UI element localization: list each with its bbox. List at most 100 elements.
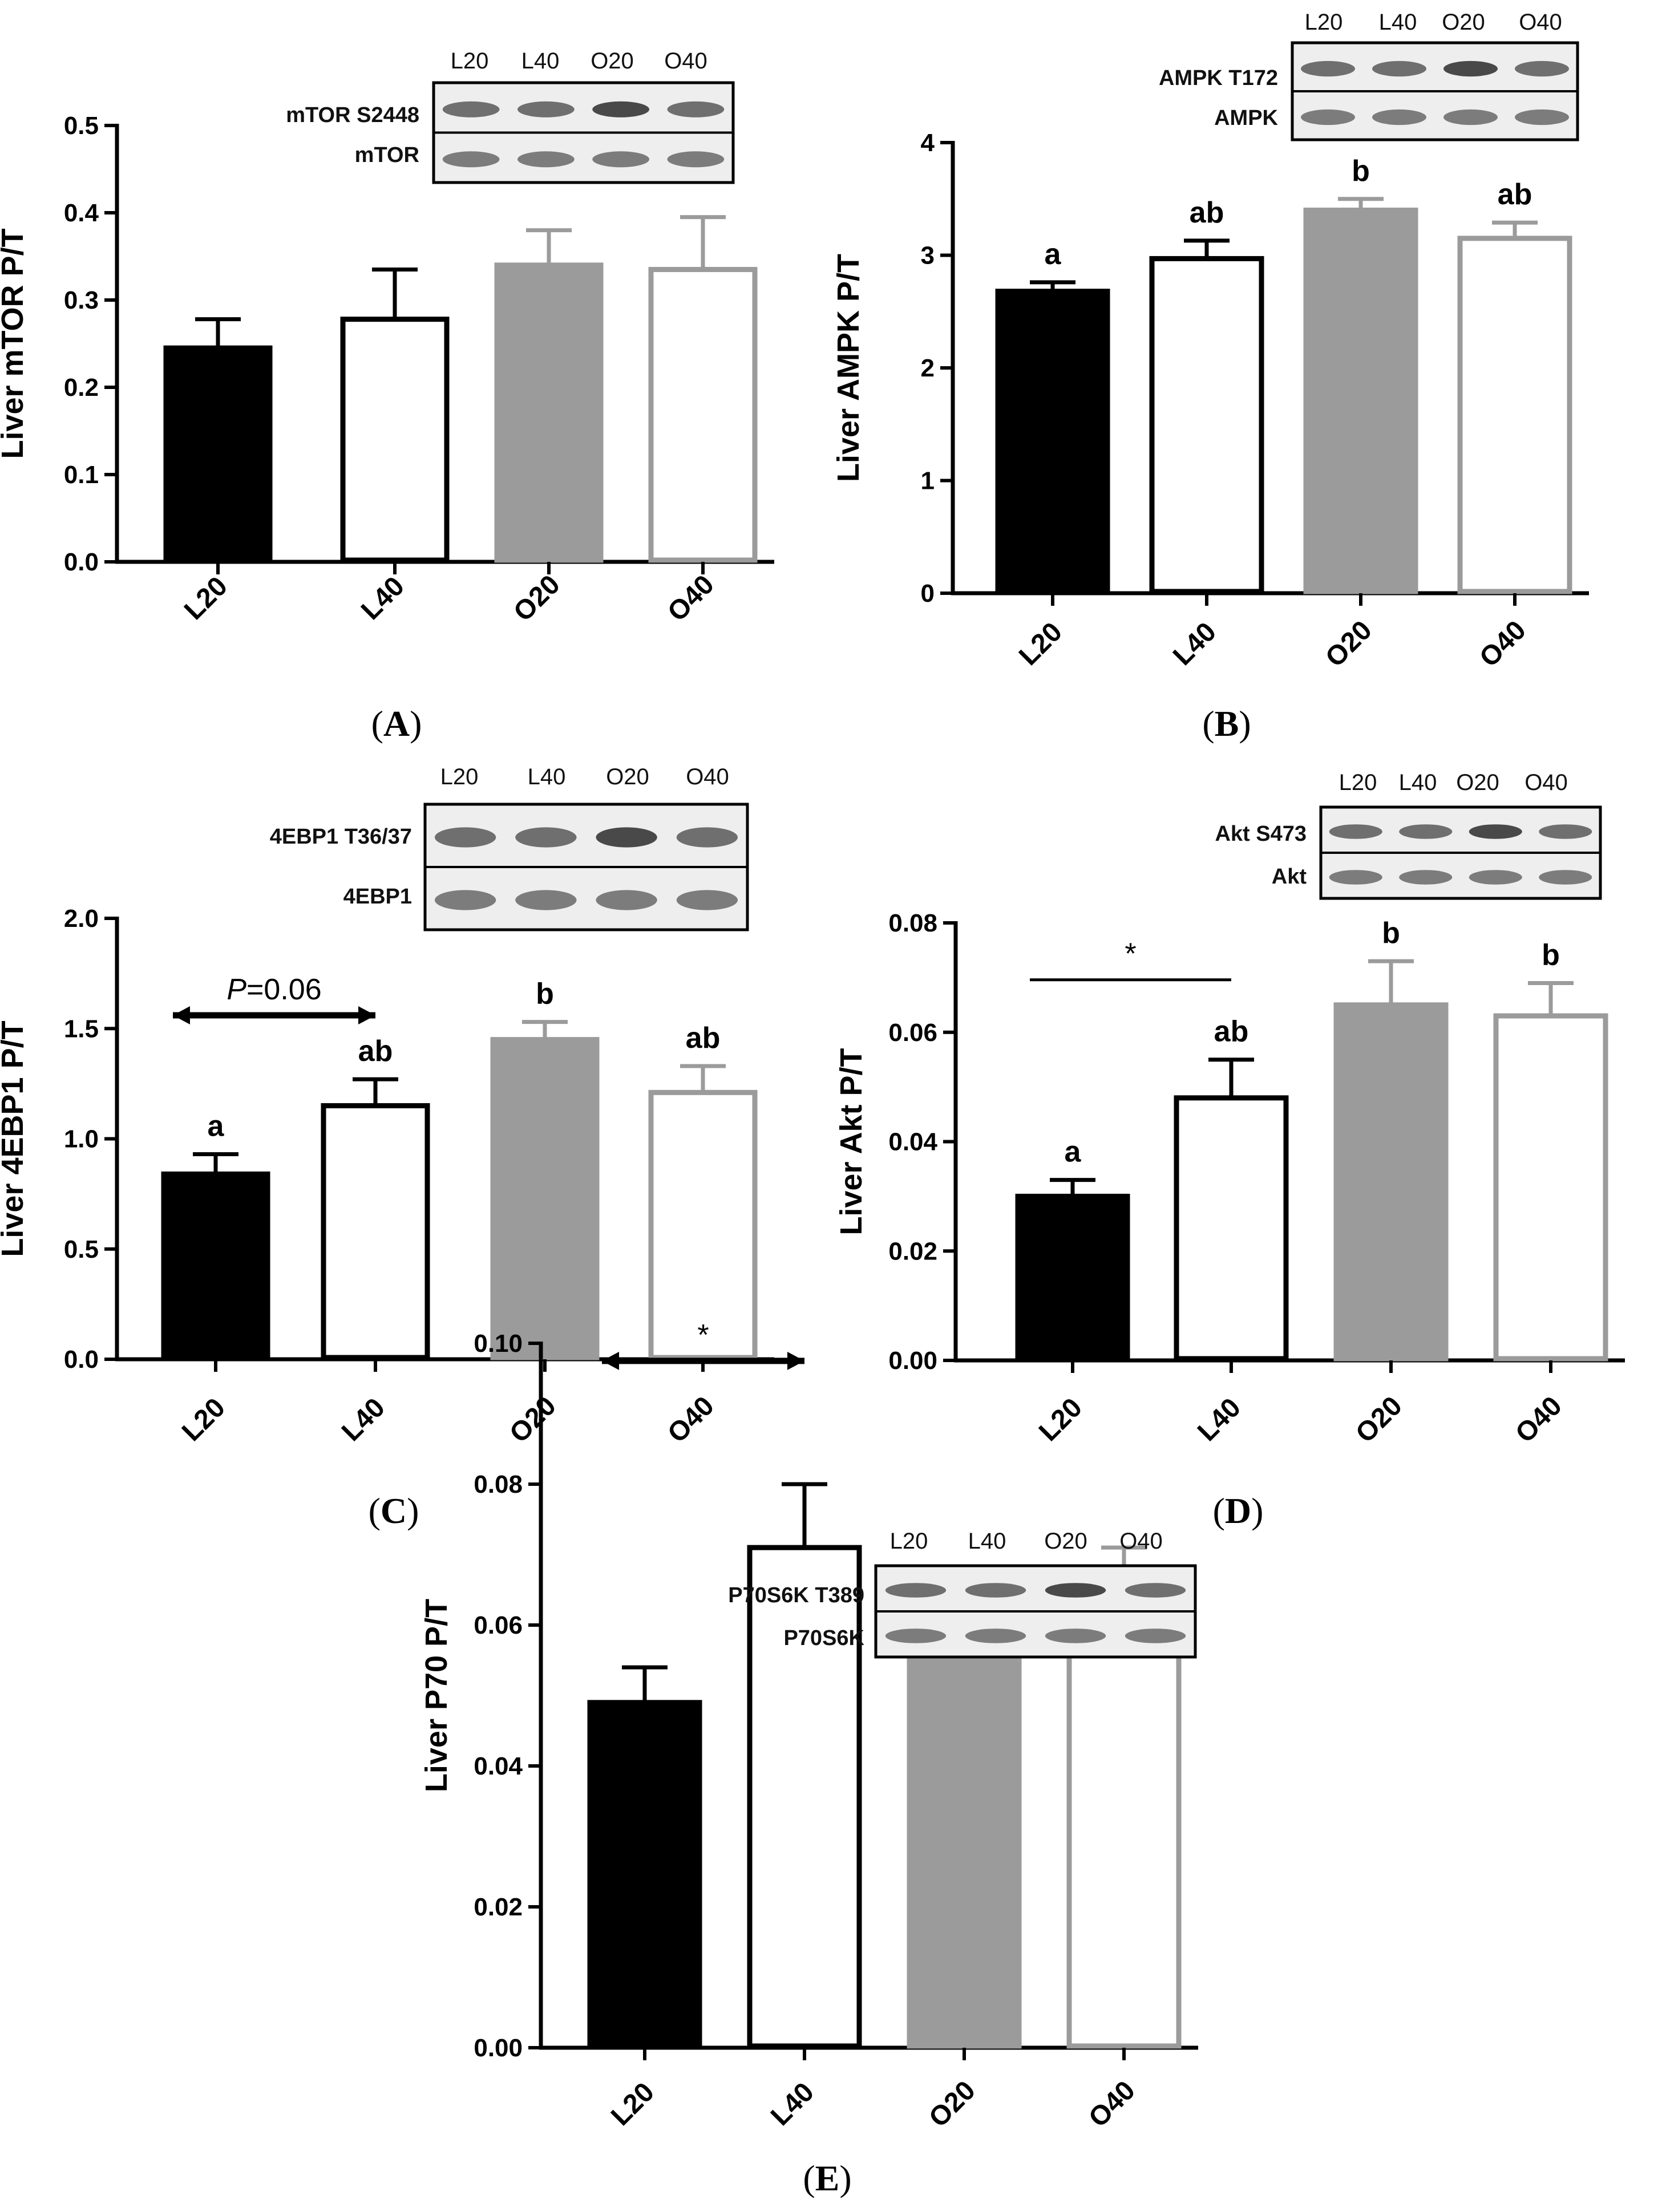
blot-lane-label: O40: [686, 764, 729, 789]
blot-band: [1045, 1583, 1106, 1598]
x-tick-label: L20: [179, 571, 233, 626]
chart-panel-C: 0.0 0.5 1.0 1.5 2.0 Liver 4EBP1 P/T a L20 ab L40 b…: [0, 764, 774, 1531]
blot-band: [517, 101, 575, 118]
bracket-label: *: [697, 1319, 709, 1352]
blot-lane-label: O20: [1442, 10, 1485, 35]
bar-O40: [648, 266, 758, 563]
significance-letter: b: [1352, 155, 1370, 188]
x-tick-label: L40: [765, 2077, 820, 2132]
blot-lane-label: O40: [1525, 770, 1568, 795]
y-tick-label: 0.1: [64, 461, 99, 489]
x-tick-label: L40: [336, 1392, 391, 1447]
y-tick-label: 0.02: [888, 1237, 937, 1265]
x-tick-label: L20: [176, 1392, 231, 1447]
blot-lane-label: O40: [664, 48, 707, 74]
blot-row-label: AMPK: [1214, 106, 1278, 130]
bar-L20: [163, 345, 273, 563]
x-tick-label: L20: [605, 2077, 660, 2132]
blot-band: [676, 827, 738, 848]
blot-band: [1125, 1628, 1186, 1643]
bracket-arrow-right: [787, 1351, 804, 1370]
y-tick-label: 0.06: [888, 1019, 937, 1047]
bar-L40: [1149, 256, 1264, 594]
bracket-label-italic: P: [227, 973, 246, 1006]
blot-band: [1539, 870, 1592, 885]
significance-letter: b: [536, 978, 554, 1011]
blot-band: [515, 890, 577, 910]
x-tick-label: L40: [1167, 617, 1222, 671]
y-tick-label: 0.08: [474, 1470, 523, 1498]
blot-band: [592, 151, 649, 168]
significance-letter: ab: [358, 1035, 393, 1068]
panel-paren-close: ): [1251, 1490, 1263, 1531]
y-tick-label: 0.5: [64, 112, 99, 140]
blot-lane-label: O40: [1519, 10, 1562, 35]
blot-band: [1443, 109, 1498, 125]
significance-letter: a: [1065, 1136, 1082, 1169]
panel-letter: D: [1225, 1490, 1251, 1531]
blot-band: [667, 101, 725, 118]
panel-letter: C: [381, 1490, 407, 1531]
bracket-arrow-left: [602, 1351, 619, 1370]
y-tick-label: 0.5: [64, 1235, 99, 1263]
blot-band: [442, 101, 500, 118]
blot-band: [442, 151, 500, 168]
y-tick-label: 0.00: [888, 1347, 937, 1375]
blot-row-label: 4EBP1 T36/37: [270, 825, 412, 849]
blot-row-label: P70S6K: [783, 1626, 864, 1650]
y-tick-label: 0.2: [64, 374, 99, 402]
y-tick-label: 4: [921, 129, 935, 157]
y-axis-title: Liver mTOR P/T: [0, 228, 30, 459]
y-tick-label: 0.0: [64, 1346, 99, 1374]
x-tick-label: L40: [1192, 1392, 1247, 1447]
blot-band: [667, 151, 725, 168]
panel-paren-open: (: [371, 703, 383, 744]
blot-band: [1469, 870, 1522, 885]
blot-band: [1539, 824, 1592, 839]
y-tick-label: 0.3: [64, 286, 99, 314]
x-tick-label: O40: [662, 1391, 720, 1449]
y-tick-label: 1: [921, 467, 935, 495]
western-blot-C: L20 L40 O20 O40 4EBP1 T36/37 4EBP1: [270, 764, 749, 931]
y-tick-label: 0: [921, 580, 935, 607]
blot-lane-label: O20: [1456, 770, 1499, 795]
bar-O40: [1066, 1601, 1182, 2049]
significance-letter: b: [1382, 917, 1400, 950]
y-tick-label: 2: [921, 354, 935, 382]
western-blot-E: L20 L40 O20 O40 P70S6K T389 P70S6K: [728, 1529, 1197, 1659]
blot-band: [1515, 109, 1569, 125]
x-tick-label: O20: [508, 569, 566, 627]
y-tick-label: 0.0: [64, 548, 99, 576]
blot-row-label: P70S6K T389: [728, 1583, 864, 1607]
x-tick-label: O20: [504, 1391, 562, 1449]
y-tick-label: 0.02: [474, 1893, 523, 1921]
blot-band: [676, 890, 738, 910]
blot-band: [515, 827, 577, 848]
blot-lane-label: L20: [1305, 10, 1343, 35]
significance-letter: a: [208, 1110, 225, 1143]
blot-lane-label: L20: [440, 764, 479, 789]
western-blot-B: L20 L40 O20 O40 AMPK T172 AMPK: [1159, 10, 1579, 141]
panel-label: (A): [371, 703, 422, 744]
significance-letter: ab: [1498, 178, 1532, 211]
x-tick-label: O20: [923, 2075, 981, 2133]
western-blot-A: L20 L40 O20 O40 mTOR S2448 mTOR: [286, 48, 735, 184]
blot-band: [1469, 824, 1522, 839]
blot-row-label: Akt: [1272, 865, 1307, 889]
bar-L40: [1174, 1095, 1289, 1362]
blot-band: [965, 1583, 1026, 1598]
bar-L20: [587, 1700, 702, 2049]
bar-L20: [1015, 1193, 1130, 1362]
blot-lane-label: L20: [451, 48, 489, 74]
blot-row-label: AMPK T172: [1159, 66, 1278, 90]
blot-band: [1329, 870, 1382, 885]
bracket-label-text: =0.06: [246, 973, 322, 1006]
panel-letter: B: [1215, 703, 1239, 744]
x-tick-label: O40: [1474, 615, 1532, 673]
blot-band: [965, 1628, 1026, 1643]
y-tick-label: 0.08: [888, 909, 937, 937]
chart-panel-E: 0.00 0.02 0.04 0.06 0.08 0.10 Liver P70 P/T L20…: [419, 1319, 1198, 2198]
bar-O20: [1303, 208, 1418, 594]
blot-band: [1372, 60, 1426, 77]
